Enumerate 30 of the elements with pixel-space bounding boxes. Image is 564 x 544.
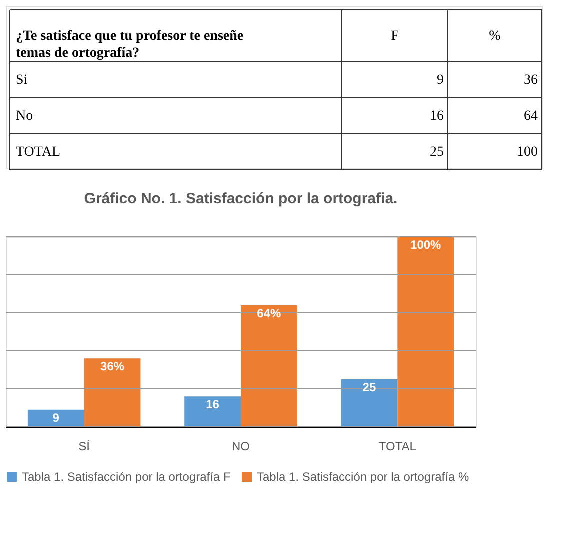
data-label: 9 — [52, 410, 60, 425]
text: No — [16, 109, 34, 124]
bar — [184, 396, 241, 427]
text: 100 — [517, 145, 538, 160]
text: 64 — [524, 109, 538, 124]
text: 25 — [430, 145, 444, 160]
text: F — [391, 29, 400, 44]
x-tick-label: TOTAL — [378, 440, 417, 454]
x-tick-label: NO — [232, 440, 250, 454]
text: 16 — [430, 109, 444, 124]
chart-title: Gráfico No. 1. Satisfacción por la ortografia. — [84, 190, 398, 208]
bar — [398, 237, 454, 427]
data-label: 64% — [257, 306, 282, 320]
bar — [28, 410, 84, 427]
text: Si — [16, 73, 28, 88]
legend-label: Tabla 1. Satisfacción por la ortografía % — [257, 470, 470, 484]
x-tick-label: SÍ — [78, 440, 91, 454]
data-label: 36% — [100, 360, 125, 374]
text: 9 — [437, 73, 444, 88]
bar — [241, 305, 298, 427]
data-label: 16 — [206, 398, 220, 412]
legend-label: Tabla 1. Satisfacción por la ortografía F — [22, 470, 231, 484]
text: ¿Te satisface que tu profesor te enseñe temas de ortografía? — [16, 29, 244, 61]
text: TOTAL — [16, 145, 61, 160]
text: 36 — [524, 73, 538, 88]
text: % — [489, 29, 502, 44]
data-label: 100% — [410, 238, 442, 252]
data-label: 25 — [362, 380, 376, 394]
bar — [341, 380, 398, 427]
bar — [84, 358, 141, 427]
